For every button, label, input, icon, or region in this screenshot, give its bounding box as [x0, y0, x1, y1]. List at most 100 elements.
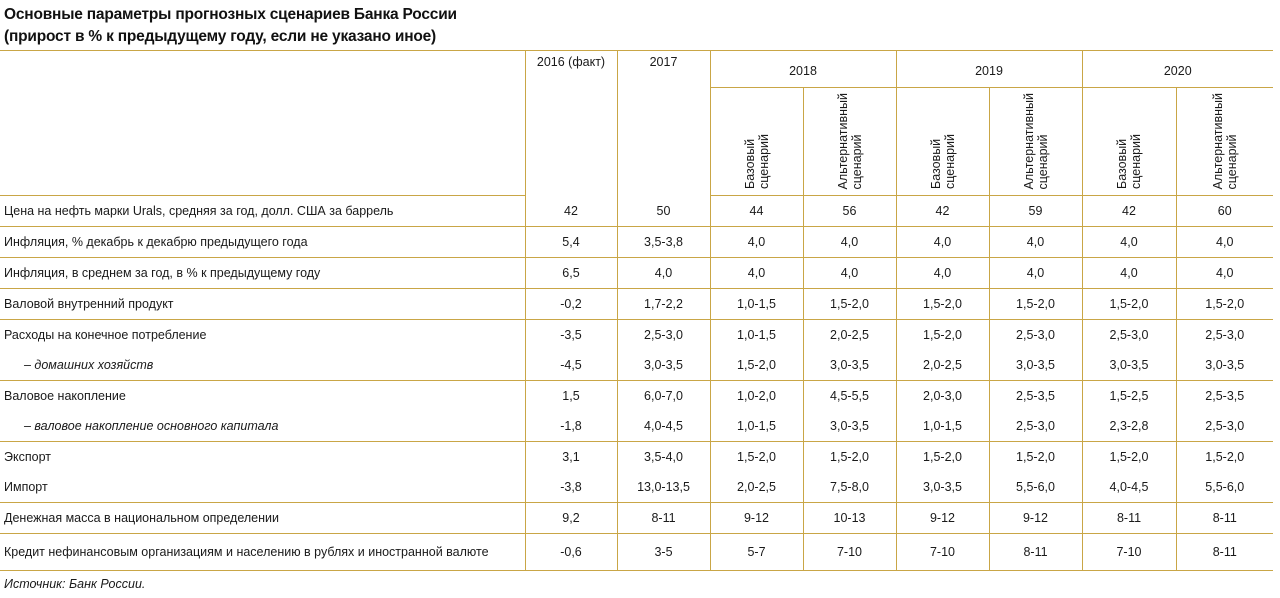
- value-cell: 2,0-2,5: [709, 472, 803, 503]
- table-row: Инфляция, % декабрь к декабрю предыдущег…: [0, 226, 1273, 258]
- table-row: Расходы на конечное потребление -3,5 2,5-3…: [0, 319, 1273, 350]
- value-cell: 3,5-4,0: [616, 441, 710, 472]
- value-cell: -3,5: [524, 319, 617, 350]
- col-header-2018: 2018: [709, 50, 896, 88]
- value-cell: 2,5-3,0: [1175, 319, 1273, 350]
- value-cell: 1,5-2,0: [988, 288, 1082, 320]
- value-cell: 9,2: [524, 502, 617, 534]
- value-cell: 4,0: [616, 257, 710, 289]
- value-cell: 1,5-2,0: [895, 319, 989, 350]
- value-cell: 4,0-4,5: [616, 411, 710, 442]
- value-cell: 2,5-3,0: [1175, 411, 1273, 442]
- value-cell: 3,0-3,5: [1081, 350, 1176, 381]
- value-cell: 8-11: [616, 502, 710, 534]
- value-cell: 3,1: [524, 441, 617, 472]
- value-cell: 8-11: [1081, 502, 1176, 534]
- value-cell: 2,3-2,8: [1081, 411, 1176, 442]
- value-cell: 1,5-2,0: [709, 441, 803, 472]
- value-cell: 44: [709, 195, 803, 227]
- value-cell: 1,5-2,0: [1175, 441, 1273, 472]
- value-cell: 1,0-2,0: [709, 380, 803, 411]
- col-2018-base: Базовый сценарий: [709, 87, 803, 196]
- value-cell: -3,8: [524, 472, 617, 503]
- value-cell: 2,5-3,0: [616, 319, 710, 350]
- value-cell: 4,0: [895, 226, 989, 258]
- value-cell: 3,0-3,5: [802, 411, 896, 442]
- col-header-2017: 2017: [616, 50, 710, 196]
- value-cell: 1,5-2,0: [988, 441, 1082, 472]
- value-cell: 1,0-1,5: [709, 288, 803, 320]
- value-cell: 1,5-2,0: [895, 441, 989, 472]
- value-cell: 9-12: [895, 502, 989, 534]
- value-cell: 4,0: [802, 257, 896, 289]
- row-label: Цена на нефть марки Urals, средняя за го…: [0, 195, 525, 227]
- value-cell: 7,5-8,0: [802, 472, 896, 503]
- value-cell: 4,0: [802, 226, 896, 258]
- table-body: Цена на нефть марки Urals, средняя за го…: [0, 195, 1273, 571]
- row-label: Импорт: [0, 472, 525, 503]
- row-label: Валовой внутренний продукт: [0, 288, 525, 320]
- header-row-label: [0, 50, 526, 196]
- col-2019-alt: Альтернативный сценарий: [988, 87, 1082, 196]
- value-cell: 1,0-1,5: [709, 319, 803, 350]
- col-header-2016: 2016 (факт): [524, 50, 617, 196]
- value-cell: 4,0: [1081, 226, 1176, 258]
- table-row: Инфляция, в среднем за год, в % к предыд…: [0, 257, 1273, 289]
- value-cell: 42: [895, 195, 989, 227]
- value-cell: 42: [524, 195, 617, 227]
- value-cell: 2,0-2,5: [802, 319, 896, 350]
- value-cell: 5-7: [709, 533, 803, 571]
- row-label: – домашних хозяйств: [0, 350, 525, 381]
- base-scenario-label: Базовый сценарий: [1115, 134, 1143, 189]
- row-label: Инфляция, в среднем за год, в % к предыд…: [0, 257, 525, 289]
- value-cell: 5,5-6,0: [1175, 472, 1273, 503]
- value-cell: 3,0-3,5: [988, 350, 1082, 381]
- value-cell: 5,5-6,0: [988, 472, 1082, 503]
- value-cell: 1,7-2,2: [616, 288, 710, 320]
- value-cell: 1,5-2,0: [1175, 288, 1273, 320]
- value-cell: 4,0: [709, 257, 803, 289]
- value-cell: 1,0-1,5: [709, 411, 803, 442]
- table-row: Цена на нефть марки Urals, средняя за го…: [0, 195, 1273, 227]
- value-cell: 7-10: [802, 533, 896, 571]
- value-cell: 2,5-3,0: [988, 319, 1082, 350]
- table-row: Денежная масса в национальном определени…: [0, 502, 1273, 534]
- value-cell: 2,5-3,0: [988, 411, 1082, 442]
- value-cell: 3,0-3,5: [616, 350, 710, 381]
- value-cell: 4,0: [709, 226, 803, 258]
- value-cell: 3,5-3,8: [616, 226, 710, 258]
- base-scenario-label: Базовый сценарий: [928, 134, 957, 189]
- table-title: Основные параметры прогнозных сценариев …: [4, 4, 457, 48]
- value-cell: 2,5-3,0: [1081, 319, 1176, 350]
- row-label: Расходы на конечное потребление: [4, 328, 207, 342]
- value-cell: 1,5-2,5: [1081, 380, 1176, 411]
- value-cell: 2,0-2,5: [895, 350, 989, 381]
- value-cell: -4,5: [524, 350, 617, 381]
- col-2018-alt: Альтернативный сценарий: [802, 87, 896, 196]
- col-2020-base: Базовый сценарий: [1081, 87, 1176, 196]
- source-note: Источник: Банк России.: [4, 577, 146, 591]
- table-row: – валовое накопление основного капитала -…: [0, 411, 1273, 442]
- alt-scenario-label: Альтернативный сценарий: [1210, 92, 1239, 189]
- table-row: Валовой внутренний продукт -0,2 1,7-2,2 1,0…: [0, 288, 1273, 320]
- value-cell: -1,8: [524, 411, 617, 442]
- value-cell: 2,0-3,0: [895, 380, 989, 411]
- value-cell: -0,6: [524, 533, 617, 571]
- table-row: Кредит нефинансовым организациям и насел…: [0, 533, 1273, 571]
- table-row: Импорт -3,8 13,0-13,5 2,0-2,5 7,5-8,0 3,0-3,5…: [0, 472, 1273, 503]
- title-line-2: (прирост в % к предыдущему году, если не…: [4, 28, 437, 45]
- value-cell: 7-10: [1081, 533, 1176, 571]
- row-label: Инфляция, % декабрь к декабрю предыдущег…: [0, 226, 525, 258]
- value-cell: 4,0: [988, 226, 1082, 258]
- value-cell: 4,0: [1175, 257, 1273, 289]
- value-cell: 3,0-3,5: [895, 472, 989, 503]
- value-cell: 1,5-2,0: [802, 288, 896, 320]
- value-cell: 8-11: [988, 533, 1082, 571]
- row-label: Денежная масса в национальном определени…: [0, 502, 525, 534]
- value-cell: 5,4: [524, 226, 617, 258]
- row-label: Кредит нефинансовым организациям и насел…: [0, 533, 525, 571]
- col-2019-base: Базовый сценарий: [895, 87, 989, 196]
- value-cell: 1,5-2,0: [1081, 288, 1176, 320]
- value-cell: 1,5-2,0: [802, 441, 896, 472]
- base-scenario-label: Базовый сценарий: [742, 134, 771, 189]
